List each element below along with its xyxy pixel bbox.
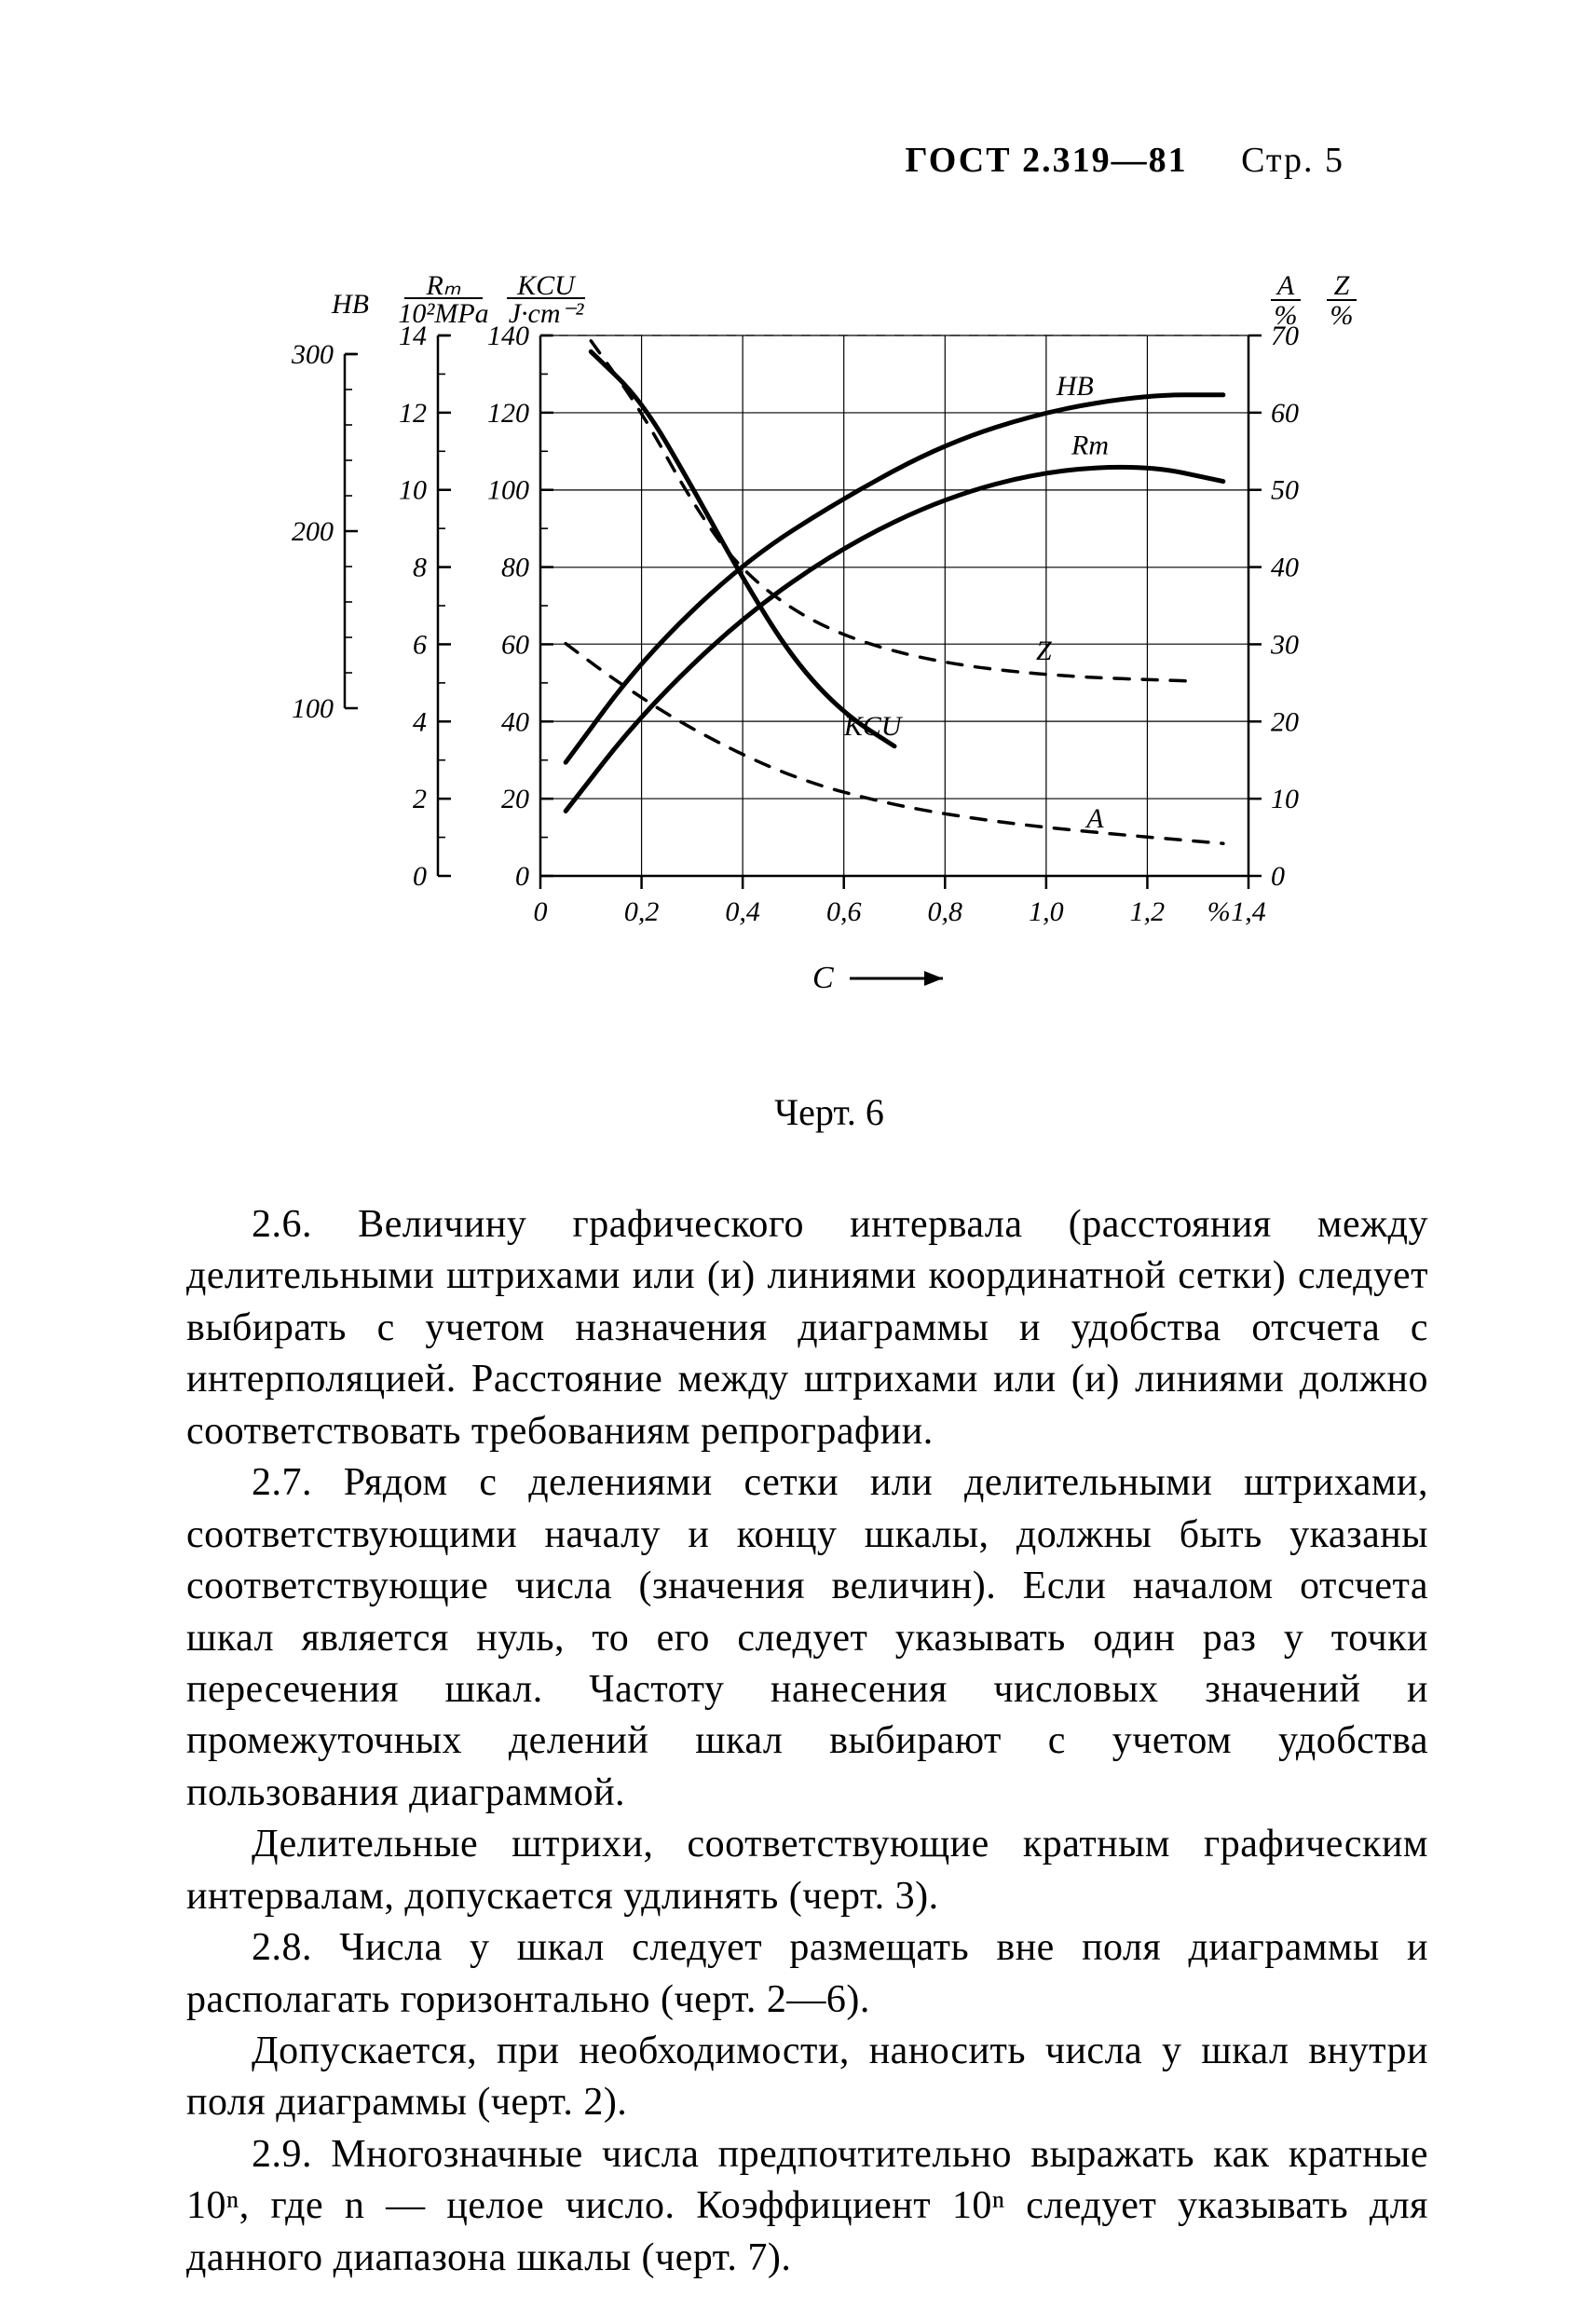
svg-text:50: 50: [1271, 475, 1299, 506]
page-number: Стр. 5: [1241, 141, 1344, 180]
svg-text:0: 0: [413, 861, 427, 892]
svg-text:HB: HB: [331, 289, 369, 320]
svg-text:Z: Z: [1334, 270, 1350, 301]
svg-text:60: 60: [501, 629, 529, 660]
svg-text:300: 300: [291, 339, 334, 370]
svg-text:C: C: [812, 961, 834, 995]
svg-text:A: A: [1084, 803, 1104, 834]
svg-text:HB: HB: [1056, 371, 1094, 402]
svg-text:200: 200: [292, 516, 334, 547]
svg-text:0,4: 0,4: [725, 896, 760, 927]
chart-6: 00,20,40,60,81,01,21,4%C100200300HB02468…: [224, 242, 1435, 1081]
paragraph: 2.8. Числа у шкал следует размещать вне …: [186, 1922, 1428, 2026]
svg-text:A: A: [1275, 270, 1295, 301]
svg-text:60: 60: [1271, 398, 1299, 429]
body-text: 2.6. Величину графического интервала (ра…: [186, 1199, 1428, 2284]
svg-text:100: 100: [487, 475, 529, 506]
svg-text:0: 0: [515, 861, 529, 892]
chart-caption: Черт. 6: [224, 1090, 1435, 1134]
svg-text:0,8: 0,8: [928, 896, 962, 927]
svg-text:8: 8: [413, 553, 427, 583]
svg-text:Rₘ: Rₘ: [425, 270, 460, 301]
svg-text:KCU: KCU: [516, 270, 577, 301]
svg-text:0: 0: [534, 896, 548, 927]
svg-text:Z: Z: [1036, 636, 1052, 666]
svg-text:40: 40: [501, 706, 529, 737]
paragraph: 2.9. Многозначные числа предпочтительно …: [186, 2129, 1428, 2284]
svg-text:100: 100: [292, 693, 334, 724]
svg-text:%: %: [1275, 300, 1298, 331]
svg-text:30: 30: [1270, 629, 1299, 660]
svg-text:0,6: 0,6: [826, 896, 862, 927]
svg-text:40: 40: [1271, 553, 1299, 583]
svg-text:1,0: 1,0: [1029, 896, 1064, 927]
svg-text:10: 10: [399, 475, 427, 506]
svg-text:%: %: [1330, 300, 1354, 331]
paragraph: 2.6. Величину графического интервала (ра…: [186, 1199, 1428, 1457]
svg-text:20: 20: [501, 784, 529, 814]
svg-text:2: 2: [413, 784, 427, 814]
svg-text:120: 120: [487, 398, 529, 429]
svg-text:J·cm⁻²: J·cm⁻²: [509, 298, 585, 329]
svg-text:1,2: 1,2: [1130, 896, 1166, 927]
svg-text:0: 0: [1271, 861, 1285, 892]
svg-text:%: %: [1207, 896, 1231, 927]
page-header: ГОСТ 2.319—81 Стр. 5: [906, 140, 1344, 181]
paragraph: Делительные штрихи, соответствующие крат…: [186, 1819, 1428, 1922]
svg-text:0,2: 0,2: [624, 896, 660, 927]
paragraph: 2.7. Рядом с делениями сетки или делител…: [186, 1457, 1428, 1819]
svg-text:KCU: KCU: [843, 711, 904, 742]
svg-text:12: 12: [399, 398, 427, 429]
svg-text:6: 6: [413, 629, 427, 660]
svg-text:1,4: 1,4: [1231, 896, 1266, 927]
svg-text:20: 20: [1271, 706, 1299, 737]
svg-text:80: 80: [501, 553, 529, 583]
standard-code: ГОСТ 2.319—81: [906, 141, 1188, 180]
svg-text:4: 4: [413, 706, 427, 737]
paragraph: Допускается, при необходимости, наносить…: [186, 2026, 1428, 2129]
svg-text:10: 10: [1271, 784, 1299, 814]
svg-text:10²MPa: 10²MPa: [398, 298, 488, 329]
svg-text:Rm: Rm: [1071, 431, 1109, 461]
